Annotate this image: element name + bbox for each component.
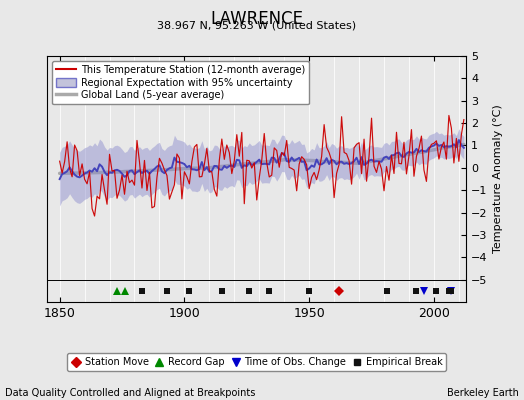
Text: LAWRENCE: LAWRENCE	[210, 10, 303, 28]
Legend: Station Move, Record Gap, Time of Obs. Change, Empirical Break: Station Move, Record Gap, Time of Obs. C…	[67, 353, 446, 371]
Text: 38.967 N, 95.263 W (United States): 38.967 N, 95.263 W (United States)	[157, 20, 356, 30]
Y-axis label: Temperature Anomaly (°C): Temperature Anomaly (°C)	[493, 105, 503, 253]
Text: Data Quality Controlled and Aligned at Breakpoints: Data Quality Controlled and Aligned at B…	[5, 388, 256, 398]
Text: Berkeley Earth: Berkeley Earth	[447, 388, 519, 398]
